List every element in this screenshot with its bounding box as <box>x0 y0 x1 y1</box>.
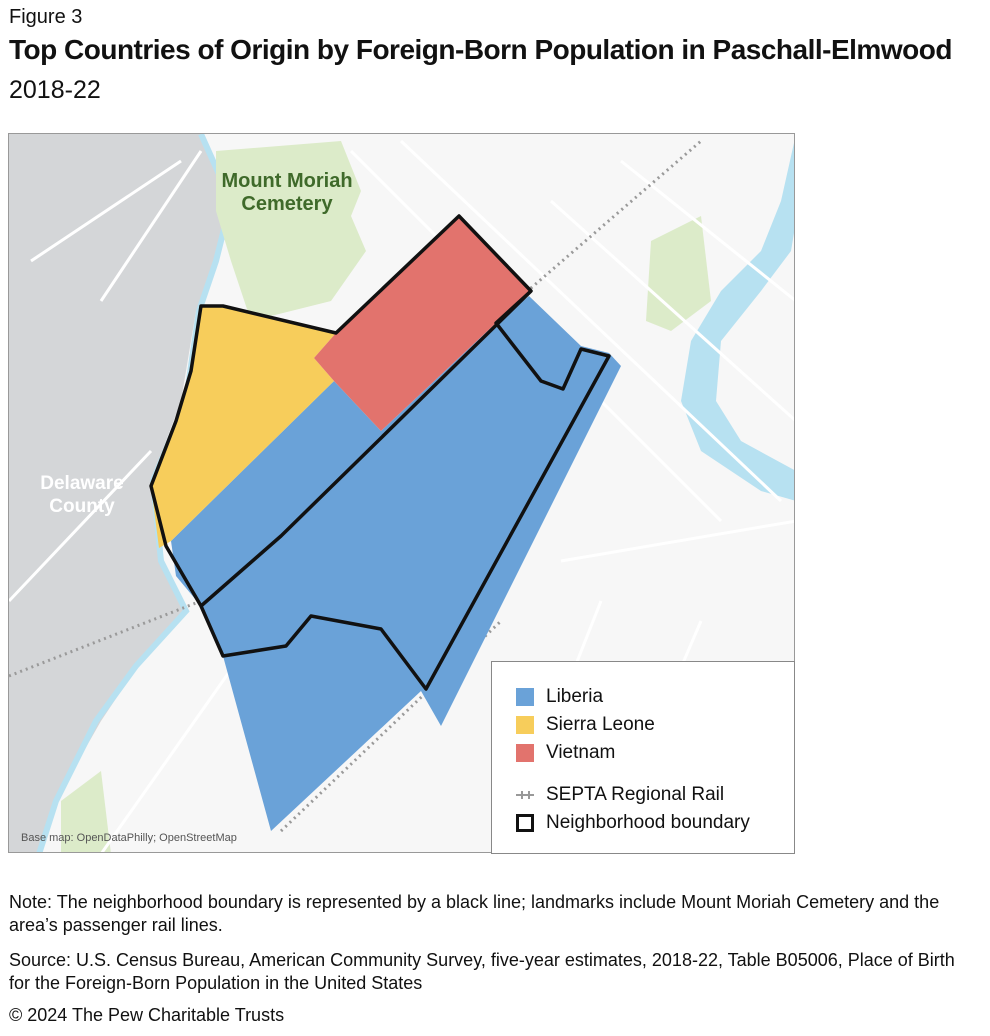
delaware-county-area <box>9 134 236 852</box>
legend-item-liberia: Liberia <box>516 686 603 708</box>
river <box>681 142 794 501</box>
region-sierra-leone[interactable] <box>151 306 336 548</box>
county-label: Delaware County <box>40 473 124 517</box>
liberia-swatch <box>516 688 534 706</box>
legend-item-boundary: Neighborhood boundary <box>516 812 750 834</box>
map-credit: Base map: OpenDataPhilly; OpenStreetMap <box>21 832 237 844</box>
vietnam-swatch <box>516 744 534 762</box>
region-liberia[interactable] <box>171 296 621 831</box>
figure-label: Figure 3 <box>9 6 83 28</box>
legend-label: Sierra Leone <box>546 714 655 735</box>
legend-item-sierra-leone: Sierra Leone <box>516 714 655 736</box>
chart-subtitle: 2018-22 <box>9 76 101 104</box>
copyright: © 2024 The Pew Charitable Trusts <box>9 1005 285 1025</box>
legend-label: Liberia <box>546 686 604 707</box>
region-vietnam[interactable] <box>314 216 531 431</box>
boundary-icon <box>516 814 534 832</box>
map-canvas <box>9 134 794 852</box>
note: Note: The neighborhood boundary is repre… <box>9 892 940 935</box>
park-area <box>61 771 111 852</box>
rail-icon <box>516 791 534 799</box>
map[interactable]: Mount Moriah Cemetery Delaware County Ba… <box>8 133 795 853</box>
cemetery-label: Mount Moriah Cemetery <box>221 170 353 215</box>
source: Source: U.S. Census Bureau, American Com… <box>9 950 955 993</box>
chart-title: Top Countries of Origin by Foreign-Born … <box>9 34 952 65</box>
legend-label: Vietnam <box>546 742 616 763</box>
neighborhood-boundary <box>149 214 611 691</box>
legend-item-vietnam: Vietnam <box>516 742 615 764</box>
legend-label: SEPTA Regional Rail <box>546 784 725 805</box>
legend-label: Neighborhood boundary <box>546 812 750 833</box>
legend-item-rail: SEPTA Regional Rail <box>516 784 724 806</box>
legend: Liberia Sierra Leone Vietnam SEPTA Regio… <box>491 661 795 854</box>
cemetery-area <box>216 141 366 321</box>
sierra-leone-swatch <box>516 716 534 734</box>
